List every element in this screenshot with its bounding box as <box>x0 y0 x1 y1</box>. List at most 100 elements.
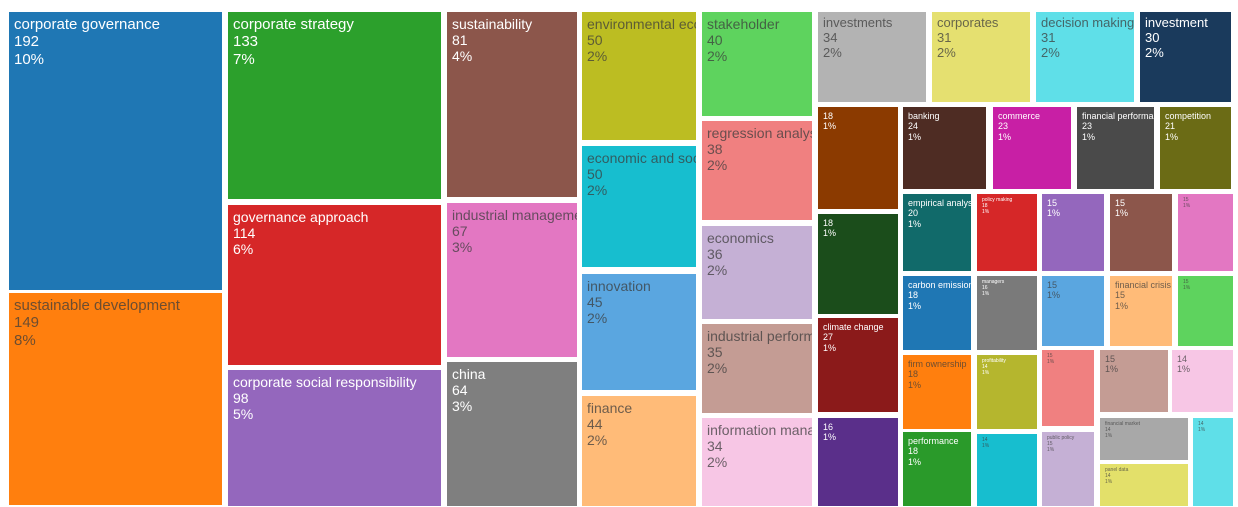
tile-commerce: commerce 23 1% <box>993 107 1071 189</box>
tile-percent: 1% <box>998 131 1012 142</box>
tile-value: 14 <box>1177 354 1188 364</box>
tile-label: profitability <box>982 358 1006 364</box>
tile-label: corporate governance <box>14 16 160 33</box>
tile-unlabeled-37: 15 1% <box>1110 194 1172 271</box>
tile-value: 23 <box>1082 121 1093 132</box>
tile-percent: 1% <box>1198 426 1206 433</box>
tile-unlabeled-42: 15 1% <box>1042 350 1094 426</box>
tile-investment: investment 30 2% <box>1140 12 1231 102</box>
tile-percent: 1% <box>982 369 990 376</box>
tile-value: 16 <box>823 422 834 432</box>
tile-value: 45 <box>587 294 603 311</box>
tile-label: public policy <box>1047 435 1075 441</box>
tile-label: innovation <box>587 278 651 294</box>
tile-label: economics <box>707 230 774 246</box>
tile-corporates: corporates 31 2% <box>932 12 1030 102</box>
tile-value: 15 <box>1047 353 1053 359</box>
tile-financial-crisis: financial crisis 15 1% <box>1110 276 1172 346</box>
tile-value: 31 <box>937 29 952 45</box>
tile-panel-data: panel data 14 1% <box>1100 464 1188 506</box>
tile-percent: 1% <box>1047 208 1061 219</box>
tile-information-management: information management342% <box>702 418 812 506</box>
tile-value: 133 <box>233 33 259 51</box>
tile-label: panel data <box>1105 467 1129 473</box>
tile-percent: 5% <box>233 406 254 423</box>
tile-percent: 2% <box>587 432 608 449</box>
tile-value: 20 <box>908 208 919 219</box>
tile-percent: 6% <box>233 241 254 258</box>
tile-percent: 2% <box>587 182 608 199</box>
tile-percent: 2% <box>587 48 608 65</box>
tile-label: corporate strategy <box>233 16 354 33</box>
tile-empirical-analysis: empirical analysis201% <box>903 194 971 271</box>
tile-percent: 2% <box>587 310 608 327</box>
tile-unlabeled-39: 15 1% <box>1042 276 1104 346</box>
tile-unlabeled-45: 18 1% <box>818 107 898 209</box>
tile-percent: 1% <box>982 208 990 215</box>
tile-value: 18 <box>908 446 919 457</box>
tile-percent: 1% <box>908 131 922 142</box>
tile-label: financial performance <box>1082 111 1154 121</box>
tile-percent: 1% <box>908 218 922 229</box>
tile-percent: 1% <box>1047 290 1061 301</box>
tile-percent: 1% <box>823 228 837 239</box>
tile-value: 23 <box>998 121 1009 132</box>
tile-unlabeled-43: 15 1% <box>1100 350 1168 412</box>
tile-value: 15 <box>1115 290 1126 301</box>
tile-value: 50 <box>587 166 603 183</box>
tile-percent: 1% <box>1183 284 1191 291</box>
tile-value: 98 <box>233 390 249 407</box>
tile-value: 18 <box>823 111 834 121</box>
tile-value: 64 <box>452 382 468 399</box>
tile-public-policy: public policy 15 1% <box>1042 432 1094 506</box>
tile-value: 15 <box>1047 280 1058 290</box>
tile-corporate-social-responsibility: corporate social responsibility 98 5% <box>228 370 441 506</box>
tile-percent: 1% <box>823 342 837 353</box>
tile-unlabeled-47: 16 1% <box>818 418 898 506</box>
tile-percent: 1% <box>1047 446 1055 453</box>
tile-percent: 7% <box>233 50 255 68</box>
tile-industrial-performance: industrial performance352% <box>702 324 812 413</box>
tile-value: 15 <box>1047 440 1053 447</box>
tile-value: 14 <box>982 363 988 370</box>
tile-value: 24 <box>908 121 919 132</box>
tile-percent: 1% <box>1115 300 1129 311</box>
tile-percent: 1% <box>908 379 922 390</box>
tile-label: industrial management <box>452 207 577 223</box>
tile-policy-making: policy making 18 1% <box>977 194 1037 271</box>
tile-stakeholder: stakeholder 40 2% <box>702 12 812 116</box>
tile-percent: 2% <box>707 454 728 471</box>
tile-percent: 4% <box>452 48 473 65</box>
tile-value: 14 <box>1105 472 1111 479</box>
tile-percent: 2% <box>823 44 842 60</box>
tile-value: 36 <box>707 246 723 263</box>
tile-percent: 1% <box>982 442 990 449</box>
tile-percent: 1% <box>823 121 837 132</box>
tile-label: financial market <box>1105 421 1141 427</box>
tile-percent: 1% <box>1105 478 1113 485</box>
tile-value: 34 <box>823 29 838 45</box>
tile-percent: 1% <box>1183 202 1191 209</box>
tile-value: 14 <box>982 437 988 443</box>
tile-corporate-strategy: corporate strategy 133 7% <box>228 12 441 199</box>
tile-percent: 1% <box>982 290 990 297</box>
tile-label: financial crisis <box>1115 280 1172 290</box>
tile-value: 40 <box>707 32 723 49</box>
tile-value: 15 <box>1047 198 1058 208</box>
tile-unlabeled-41: 15 1% <box>1178 276 1233 346</box>
tile-unlabeled-44: 14 1% <box>1172 350 1233 412</box>
tile-percent: 1% <box>823 432 837 443</box>
tile-climate-change: climate change 27 1% <box>818 318 898 412</box>
tile-percent: 2% <box>1145 44 1164 60</box>
tile-label: competition <box>1165 111 1212 121</box>
tile-percent: 2% <box>1041 44 1060 60</box>
tile-value: 18 <box>908 369 919 380</box>
tile-label: decision making <box>1041 15 1134 30</box>
tile-percent: 1% <box>1165 131 1179 142</box>
tile-value: 21 <box>1165 121 1176 132</box>
tile-financial-performance: financial performance231% <box>1077 107 1154 189</box>
tile-value: 27 <box>823 332 834 343</box>
tile-value: 15 <box>1183 279 1189 285</box>
tile-percent: 2% <box>707 360 728 377</box>
tile-label: environmental economics <box>587 16 696 32</box>
